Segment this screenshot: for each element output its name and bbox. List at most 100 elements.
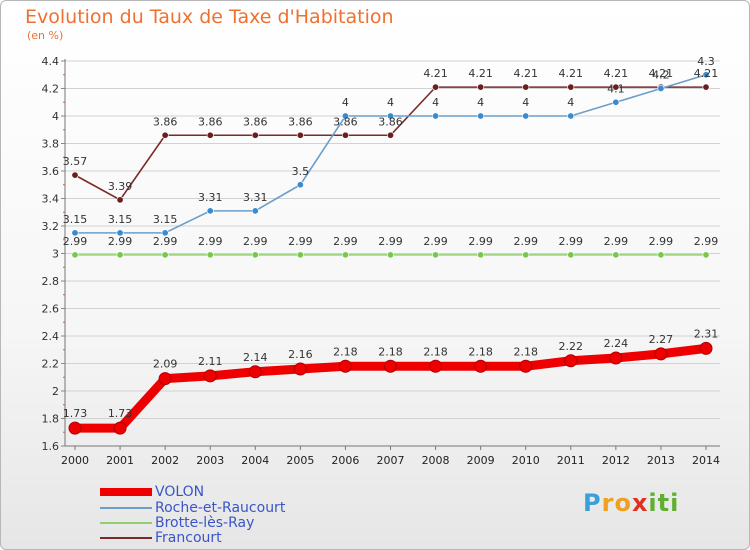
data-point-roche-et-raucourt	[657, 85, 665, 93]
data-point-brotte-les-ray	[386, 251, 394, 259]
data-point-francourt	[702, 83, 710, 91]
x-tick-label: 2002	[151, 454, 179, 467]
legend-label-brotte-les-ray: Brotte-lès-Ray	[155, 515, 255, 531]
data-point-francourt	[341, 131, 349, 139]
data-label-roche-et-raucourt: 3.31	[198, 191, 223, 204]
data-point-brotte-les-ray	[116, 251, 124, 259]
data-point-francourt	[432, 83, 440, 91]
x-tick-label: 2013	[647, 454, 675, 467]
data-point-roche-et-raucourt	[341, 112, 349, 120]
data-point-volon	[429, 359, 443, 373]
data-label-brotte-les-ray: 2.99	[378, 235, 403, 248]
data-point-brotte-les-ray	[251, 251, 259, 259]
chart-title: Evolution du Taux de Taxe d'Habitation	[25, 6, 394, 28]
logo-letter: i	[648, 489, 658, 517]
data-point-brotte-les-ray	[612, 251, 620, 259]
y-tick-label: 1.6	[42, 440, 60, 453]
data-label-brotte-les-ray: 2.99	[423, 235, 448, 248]
data-point-brotte-les-ray	[657, 251, 665, 259]
y-tick-label: 2	[52, 385, 59, 398]
data-point-roche-et-raucourt	[71, 229, 79, 237]
data-point-volon	[113, 421, 127, 435]
data-label-volon: 2.24	[604, 337, 629, 350]
data-label-roche-et-raucourt: 4	[342, 96, 349, 109]
x-tick-label: 2008	[422, 454, 450, 467]
logo-letter: o	[614, 489, 632, 517]
data-point-volon	[384, 359, 397, 373]
data-point-brotte-les-ray	[341, 251, 349, 259]
data-point-roche-et-raucourt	[432, 112, 440, 120]
legend-label-francourt: Francourt	[155, 530, 222, 546]
proxiti-logo: Proxiti	[583, 489, 679, 517]
data-point-brotte-les-ray	[522, 251, 530, 259]
data-label-roche-et-raucourt: 4.1	[607, 82, 625, 95]
data-point-volon	[293, 362, 307, 376]
data-point-brotte-les-ray	[206, 251, 214, 259]
data-label-brotte-les-ray: 2.99	[108, 235, 133, 248]
legend-swatch-volon	[100, 488, 152, 496]
data-label-roche-et-raucourt: 4.2	[652, 69, 670, 82]
x-tick-label: 2001	[106, 454, 134, 467]
data-label-brotte-les-ray: 2.99	[559, 235, 584, 248]
data-point-roche-et-raucourt	[206, 207, 214, 215]
data-label-roche-et-raucourt: 3.15	[108, 213, 133, 226]
data-label-roche-et-raucourt: 3.31	[243, 191, 268, 204]
x-tick-label: 2010	[512, 454, 540, 467]
data-point-volon	[158, 372, 172, 386]
y-unit-label: (en %)	[27, 29, 64, 42]
data-point-roche-et-raucourt	[116, 229, 124, 237]
y-tick-label: 3.2	[42, 220, 60, 233]
x-tick-label: 2009	[467, 454, 495, 467]
y-tick-label: 3	[52, 248, 59, 261]
y-tick-label: 2.8	[42, 275, 60, 288]
y-tick-label: 3.6	[42, 165, 60, 178]
x-tick-label: 2003	[196, 454, 224, 467]
x-tick-label: 2014	[692, 454, 720, 467]
data-point-roche-et-raucourt	[386, 112, 394, 120]
data-point-brotte-les-ray	[702, 251, 710, 259]
data-label-roche-et-raucourt: 4	[432, 96, 439, 109]
data-label-volon: 1.73	[108, 407, 133, 420]
x-tick-label: 2004	[241, 454, 269, 467]
data-label-roche-et-raucourt: 4.3	[697, 55, 715, 68]
data-label-volon: 2.27	[649, 333, 674, 346]
data-label-francourt: 4.21	[559, 67, 584, 80]
data-label-francourt: 4.21	[423, 67, 448, 80]
data-label-roche-et-raucourt: 3.15	[153, 213, 178, 226]
data-label-volon: 2.11	[198, 355, 223, 368]
data-point-brotte-les-ray	[161, 251, 169, 259]
data-point-francourt	[296, 131, 304, 139]
data-label-francourt: 3.86	[153, 115, 178, 128]
data-point-roche-et-raucourt	[251, 207, 259, 215]
data-label-volon: 2.16	[288, 348, 313, 361]
data-point-roche-et-raucourt	[702, 71, 710, 79]
legend-label-volon: VOLON	[155, 484, 205, 500]
y-tick-label: 3.8	[42, 138, 60, 151]
data-label-francourt: 3.86	[378, 115, 403, 128]
data-label-francourt: 3.39	[108, 180, 133, 193]
x-tick-label: 2012	[602, 454, 630, 467]
data-point-francourt	[251, 131, 259, 139]
y-tick-label: 3.4	[42, 193, 60, 206]
data-label-roche-et-raucourt: 4	[522, 96, 529, 109]
data-point-volon	[248, 365, 262, 379]
data-point-brotte-les-ray	[567, 251, 575, 259]
data-label-roche-et-raucourt: 4	[567, 96, 574, 109]
data-point-brotte-les-ray	[296, 251, 304, 259]
data-label-francourt: 4.21	[649, 67, 674, 80]
y-tick-label: 1.8	[42, 413, 60, 426]
data-label-brotte-les-ray: 2.99	[649, 235, 674, 248]
data-label-brotte-les-ray: 2.99	[468, 235, 493, 248]
data-point-francourt	[116, 196, 124, 204]
data-label-volon: 2.18	[423, 345, 448, 358]
y-tick-label: 2.6	[42, 303, 60, 316]
data-point-francourt	[612, 83, 620, 91]
data-label-brotte-les-ray: 2.99	[153, 235, 178, 248]
legend-swatch-roche-et-raucourt	[100, 507, 152, 509]
data-label-brotte-les-ray: 2.99	[288, 235, 313, 248]
data-label-volon: 2.18	[513, 345, 538, 358]
data-label-roche-et-raucourt: 4	[387, 96, 394, 109]
legend-swatch-francourt	[100, 537, 152, 539]
data-point-roche-et-raucourt	[161, 229, 169, 237]
